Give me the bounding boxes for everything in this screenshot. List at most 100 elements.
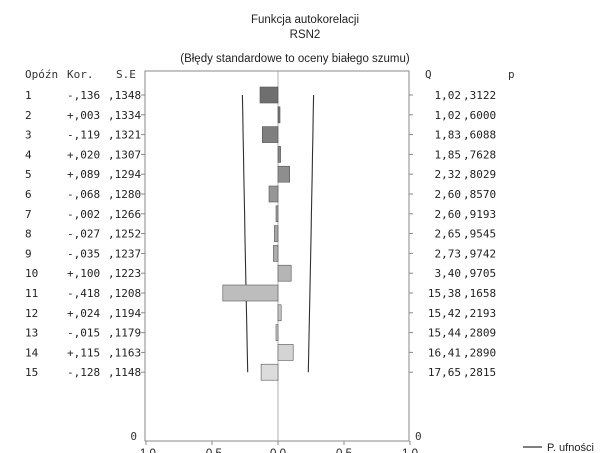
se-label: ,1179 (108, 327, 141, 340)
p-label: ,6088 (463, 129, 496, 142)
lag-label: 1 (25, 89, 32, 102)
p-label: ,9742 (463, 247, 496, 260)
lag-label: 5 (25, 168, 32, 181)
bar-lag-12 (277, 304, 282, 322)
x-tick-label: 0.5 (336, 448, 352, 453)
q-label: 2,60 (435, 208, 462, 221)
lag-label: 6 (25, 188, 32, 201)
lag-label: 4 (25, 148, 32, 161)
lag-label: 14 (25, 346, 39, 359)
se-label: ,1307 (108, 148, 141, 161)
plot-frame (144, 70, 410, 442)
p-label: ,7628 (463, 148, 496, 161)
q-label: 2,65 (435, 228, 462, 241)
corr-label: -,418 (67, 287, 100, 300)
corr-label: -,015 (67, 327, 100, 340)
q-label: 16,41 (428, 346, 461, 359)
se-label: ,1280 (108, 188, 141, 201)
zero-label-right: 0 (415, 430, 422, 443)
lag-label: 15 (25, 366, 38, 379)
se-label: ,1208 (108, 287, 141, 300)
se-label: ,1148 (108, 366, 141, 379)
bars (222, 86, 294, 381)
se-label: ,1321 (108, 129, 141, 142)
p-label: ,6000 (463, 109, 496, 122)
se-label: ,1223 (108, 267, 141, 280)
lag-label: 2 (25, 109, 32, 122)
confidence-limit-lower (241, 94, 249, 373)
p-label: ,8570 (463, 188, 496, 201)
x-tick-label: 1.0 (402, 448, 418, 453)
confidence-limit-upper (307, 94, 315, 373)
corr-label: +,115 (67, 346, 100, 359)
corr-label: -,035 (67, 247, 100, 260)
chart-note: (Błędy standardowe to oceny białego szum… (180, 53, 410, 65)
bar-lag-15 (260, 363, 279, 381)
p-label: ,2815 (463, 366, 496, 379)
corr-label: -,002 (67, 208, 100, 221)
corr-label: +,089 (67, 168, 100, 181)
se-label: ,1163 (108, 346, 141, 359)
se-label: ,1334 (108, 109, 141, 122)
x-tick-label: 0.0 (270, 448, 286, 453)
corr-label: +,100 (67, 267, 100, 280)
q-label: 15,38 (428, 287, 461, 300)
bar-lag-7 (275, 205, 279, 223)
bar-lag-5 (277, 165, 290, 183)
confidence-limits (241, 94, 315, 373)
x-tick-label: -1.0 (136, 448, 156, 453)
q-label: 17,65 (428, 366, 461, 379)
header-lag: Opóźn (25, 68, 58, 81)
lag-label: 8 (25, 228, 32, 241)
bar-lag-6 (268, 185, 279, 203)
q-label: 15,44 (428, 327, 461, 340)
header-corr: Kor. (67, 68, 94, 81)
lag-label: 12 (25, 307, 38, 320)
p-label: ,2193 (463, 307, 496, 320)
p-label: ,1658 (463, 287, 496, 300)
lag-label: 11 (25, 287, 38, 300)
se-label: ,1348 (108, 89, 141, 102)
p-label: ,9193 (463, 208, 496, 221)
se-label: ,1252 (108, 228, 141, 241)
p-label: ,9705 (463, 267, 496, 280)
header-q: Q (425, 68, 432, 81)
lag-label: 3 (25, 129, 32, 142)
bar-lag-3 (261, 126, 279, 143)
q-label: 15,42 (428, 307, 461, 320)
corr-label: -,068 (67, 188, 100, 201)
q-label: 1,02 (435, 109, 462, 122)
se-label: ,1237 (108, 247, 141, 260)
corr-label: -,128 (67, 366, 100, 379)
header-se: S.E (116, 68, 136, 81)
q-label: 2,73 (435, 247, 462, 260)
q-label: 2,60 (435, 188, 462, 201)
q-label: 2,32 (435, 168, 462, 181)
corr-label: +,020 (67, 148, 100, 161)
bar-lag-14 (277, 344, 294, 361)
q-label: 1,83 (435, 129, 462, 142)
p-label: ,8029 (463, 168, 496, 181)
bar-lag-1 (259, 86, 279, 104)
bar-lag-13 (275, 324, 279, 341)
bar-lag-4 (277, 146, 281, 163)
p-label: ,2809 (463, 327, 496, 340)
x-axis-ticks: -1.0 -0.5 0.0 0.5 1.0 (136, 441, 418, 453)
chart-title: Funkcja autokorelacji (251, 14, 359, 26)
corr-label: -,119 (67, 129, 100, 142)
q-label: 1,85 (435, 148, 462, 161)
lag-label: 10 (25, 267, 38, 280)
bar-lag-8 (274, 225, 279, 242)
lag-label: 7 (25, 208, 32, 221)
bar-lag-9 (273, 245, 279, 262)
bar-lag-10 (277, 264, 292, 282)
p-label: ,3122 (463, 89, 496, 102)
lag-label: 9 (25, 247, 32, 260)
se-label: ,1194 (108, 307, 141, 320)
lag-label: 13 (25, 327, 38, 340)
p-label: ,9545 (463, 228, 496, 241)
row-labels: 1 -,136 ,1348 1,02,3122 2 +,003 ,1334 1,02,6000… (25, 89, 496, 379)
bar-lag-2 (277, 106, 281, 124)
